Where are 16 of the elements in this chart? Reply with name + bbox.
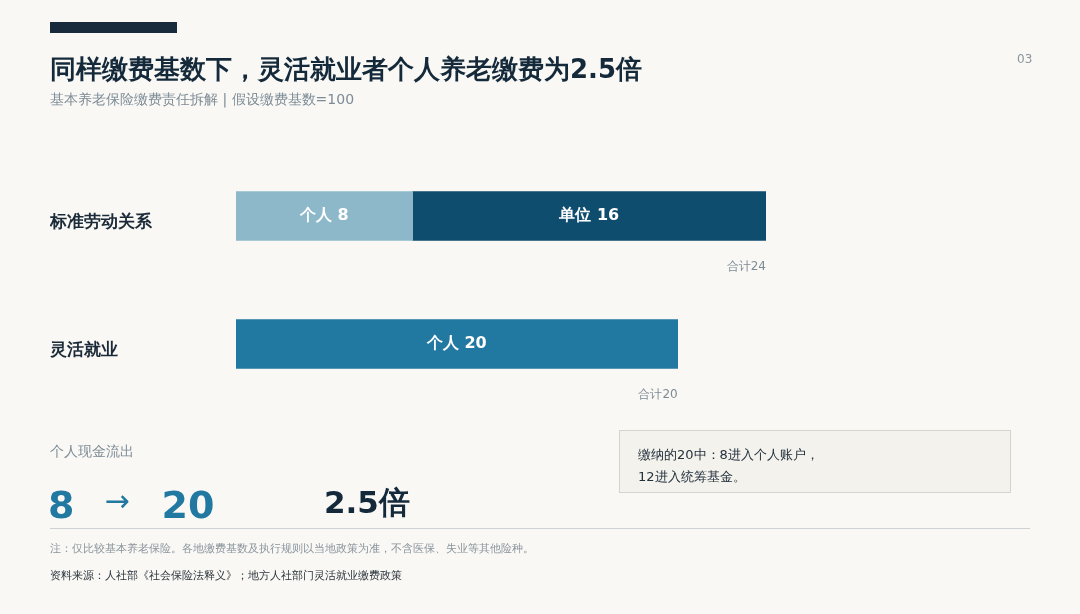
chart-subtitle: 基本养老保险缴费责任拆解 | 假设缴费基数=100 [50, 91, 355, 109]
text: 缴纳的20中：8进入个人账户， 12进入统筹基金。 [619, 430, 1011, 493]
text: 2.5倍 [324, 483, 410, 522]
y-tick-label: 灵活就业 [50, 339, 118, 360]
total-label: 合计20 [638, 387, 678, 402]
data-label: 单位 16 [558, 205, 620, 225]
data-label: 个人 8 [298, 205, 349, 225]
text: 资料来源：人社部《社会保险法释义》；地方人社部门灵活就业缴费政策 [50, 568, 402, 583]
text: 03 [1017, 52, 1033, 66]
text: 个人现金流出 [50, 443, 134, 461]
total-label: 合计24 [726, 259, 766, 274]
y-tick-label: 标准劳动关系 [49, 211, 153, 232]
chart-title: 同样缴费基数下，灵活就业者个人养老缴费为2.5倍 [50, 53, 643, 86]
data-label: 个人 20 [425, 333, 487, 353]
text: 注：仅比较基本养老保险。各地缴费基数及执行规则以当地政策为准，不含医保、失业等其他险种。 [50, 541, 534, 556]
text: 8 → 20 [48, 482, 215, 527]
